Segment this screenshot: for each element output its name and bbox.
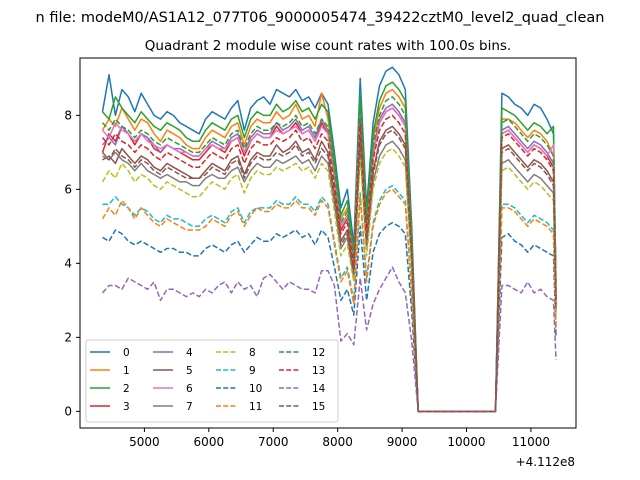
legend-label: 7 <box>186 401 193 413</box>
legend-entry-3: 3 <box>90 401 130 413</box>
legend-entry-15: 15 <box>279 401 325 413</box>
legend-entry-12: 12 <box>279 347 325 359</box>
series-line-8 <box>101 147 557 413</box>
chart-title: Quadrant 2 module wise count rates with … <box>145 38 511 54</box>
legend-label: 15 <box>312 401 325 413</box>
legend-label: 1 <box>123 365 130 377</box>
legend-entry-10: 10 <box>216 383 262 395</box>
x-tick-label: 11000 <box>512 435 550 449</box>
legend-label: 5 <box>186 365 193 377</box>
legend-entry-11: 11 <box>216 401 262 413</box>
legend-label: 0 <box>123 347 130 359</box>
axes-frame <box>79 57 577 429</box>
y-tick-label: 0 <box>64 404 72 418</box>
series-line-15 <box>101 129 557 413</box>
y-tick-label: 4 <box>64 256 72 270</box>
x-offset-label: +4.112e8 <box>516 455 575 469</box>
legend-entry-4: 4 <box>153 347 193 359</box>
legend-entry-9: 9 <box>216 365 256 377</box>
legend-label: 6 <box>186 383 193 395</box>
y-tick-label: 6 <box>64 182 72 196</box>
legend-label: 3 <box>123 401 130 413</box>
x-tick-label: 6000 <box>194 435 225 449</box>
series-layer <box>101 66 557 413</box>
legend-entry-13: 13 <box>279 365 325 377</box>
x-tick-label: 7000 <box>258 435 289 449</box>
legend-frame <box>85 339 339 423</box>
x-tick-label: 10000 <box>447 435 485 449</box>
legend-entry-8: 8 <box>216 347 256 359</box>
legend-entry-1: 1 <box>90 365 130 377</box>
legend-label: 12 <box>312 347 325 359</box>
y-tick-label: 8 <box>64 108 72 122</box>
legend-entry-5: 5 <box>153 365 193 377</box>
legend-label: 11 <box>249 401 262 413</box>
x-ticks: 5000 6000 7000 8000 9000 10000 11000 <box>129 428 550 449</box>
legend-label: 10 <box>249 383 262 395</box>
legend-entry-6: 6 <box>153 383 193 395</box>
legend-label: 9 <box>249 365 256 377</box>
series-line-12 <box>101 96 557 413</box>
x-tick-label: 8000 <box>322 435 353 449</box>
legend-label: 14 <box>312 383 326 395</box>
plot-area: 5000 6000 7000 8000 9000 10000 11000 0 2 4 6 8 <box>64 57 577 449</box>
legend-entry-0: 0 <box>90 347 130 359</box>
figure-suptitle: n file: modeM0/AS1A12_077T06_9000005474_… <box>36 10 605 26</box>
x-tick-label: 9000 <box>387 435 418 449</box>
legend-entry-7: 7 <box>153 401 193 413</box>
legend-label: 2 <box>123 383 130 395</box>
legend-entry-14: 14 <box>279 383 326 395</box>
y-tick-label: 2 <box>64 330 72 344</box>
legend-label: 4 <box>186 347 193 359</box>
y-ticks: 0 2 4 6 8 <box>64 108 80 418</box>
legend-label: 8 <box>249 347 256 359</box>
legend-entry-2: 2 <box>90 383 130 395</box>
legend-label: 13 <box>312 365 325 377</box>
x-tick-label: 5000 <box>129 435 160 449</box>
